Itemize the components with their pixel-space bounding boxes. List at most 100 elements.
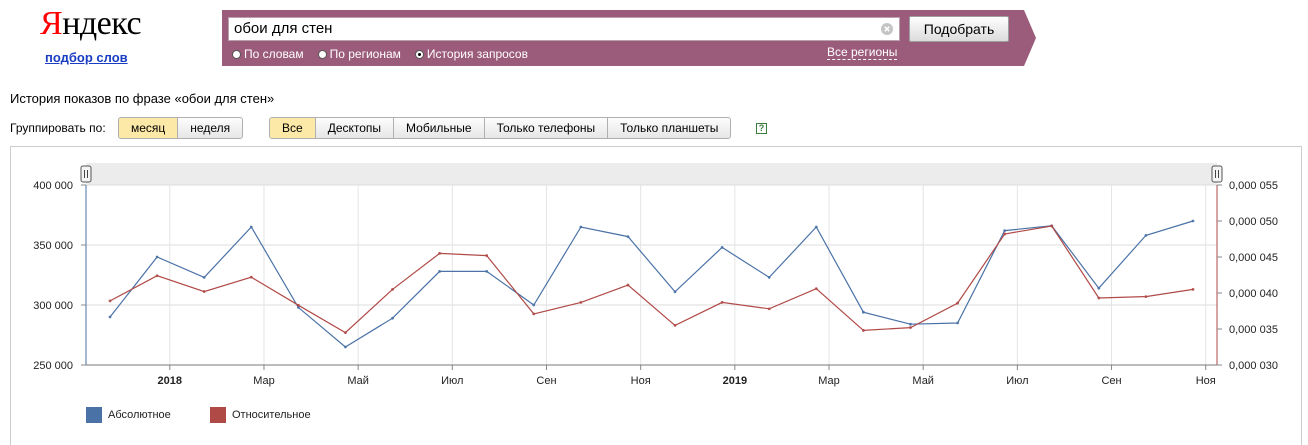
data-point-absolute bbox=[155, 255, 159, 259]
data-point-absolute bbox=[1191, 219, 1195, 223]
data-point-absolute bbox=[1003, 229, 1007, 233]
page-title: История показов по фразе «обои для стен» bbox=[10, 91, 275, 106]
device-mobile-button[interactable]: Мобильные bbox=[394, 117, 485, 139]
x-tick-label: 2018 bbox=[158, 375, 182, 387]
data-point-relative bbox=[249, 275, 253, 279]
clear-icon[interactable] bbox=[881, 23, 893, 35]
data-point-relative bbox=[767, 307, 771, 311]
data-point-relative bbox=[1144, 295, 1148, 298]
group-by-toggle: месяц неделя bbox=[118, 117, 244, 139]
radio-dot bbox=[232, 49, 241, 59]
radio-dot-selected bbox=[414, 49, 424, 59]
search-panel: обои для стен Подобрать По словам По рег… bbox=[222, 10, 1036, 66]
series-line-absolute bbox=[109, 220, 1194, 348]
data-point-absolute bbox=[1097, 286, 1101, 290]
help-icon[interactable]: ? bbox=[756, 123, 767, 134]
y-left-tick-label: 300 000 bbox=[33, 300, 73, 312]
device-phones-button[interactable]: Только телефоны bbox=[484, 117, 609, 139]
data-point-relative bbox=[1050, 224, 1054, 228]
data-point-relative bbox=[909, 326, 912, 329]
data-point-absolute bbox=[673, 290, 677, 294]
device-desktop-button[interactable]: Десктопы bbox=[315, 117, 395, 139]
search-mode-radios: По словам По регионам История запросов bbox=[232, 47, 542, 61]
x-tick-label: Сен bbox=[1101, 375, 1121, 387]
data-point-relative bbox=[626, 283, 630, 287]
navigator-handle-left bbox=[80, 165, 92, 183]
submit-button[interactable]: Подобрать bbox=[909, 16, 1009, 42]
data-point-relative bbox=[1003, 232, 1007, 236]
data-point-absolute bbox=[626, 235, 630, 239]
y-right-tick-label: 0,000 055 bbox=[1229, 180, 1278, 192]
data-point-relative bbox=[485, 254, 489, 257]
data-point-relative bbox=[438, 252, 442, 255]
data-point-relative bbox=[202, 290, 206, 293]
data-point-relative bbox=[532, 312, 536, 316]
data-point-absolute bbox=[391, 316, 394, 320]
data-point-relative bbox=[720, 300, 724, 304]
data-point-absolute bbox=[296, 306, 300, 309]
radio-dot bbox=[317, 49, 327, 59]
x-tick-label: Май bbox=[912, 375, 934, 387]
y-left-tick-label: 400 000 bbox=[33, 180, 73, 192]
radio-by-words[interactable]: По словам bbox=[232, 47, 304, 61]
y-right-tick-label: 0,000 050 bbox=[1229, 216, 1278, 228]
data-point-relative bbox=[673, 324, 677, 327]
data-point-relative bbox=[861, 329, 865, 332]
x-tick-label: Май bbox=[347, 375, 369, 387]
data-point-relative bbox=[1191, 288, 1195, 291]
y-right-tick-label: 0,000 030 bbox=[1229, 360, 1278, 372]
data-point-relative bbox=[155, 274, 159, 278]
navigator-handle-right bbox=[1211, 165, 1223, 183]
data-point-absolute bbox=[532, 303, 536, 307]
wordstat-link[interactable]: подбор слов bbox=[45, 50, 128, 65]
x-tick-label: Сен bbox=[536, 375, 556, 387]
device-all-button[interactable]: Все bbox=[269, 117, 316, 139]
y-right-tick-label: 0,000 040 bbox=[1229, 288, 1278, 300]
data-point-absolute bbox=[767, 276, 771, 279]
legend-swatch-absolute bbox=[86, 407, 102, 423]
data-point-absolute bbox=[249, 225, 253, 229]
x-tick-label: Мар bbox=[253, 375, 275, 387]
y-right-tick-label: 0,000 045 bbox=[1229, 252, 1278, 264]
group-week-button[interactable]: неделя bbox=[178, 117, 244, 139]
data-point-relative bbox=[344, 331, 347, 334]
chart-frame bbox=[10, 146, 1302, 445]
data-point-absolute bbox=[956, 321, 959, 325]
x-tick-label: Мар bbox=[818, 375, 840, 387]
group-month-button[interactable]: месяц bbox=[118, 117, 179, 139]
legend-relative[interactable]: Относительное bbox=[210, 407, 311, 423]
radio-query-history[interactable]: История запросов bbox=[414, 47, 528, 61]
data-point-relative bbox=[1097, 296, 1101, 300]
y-left-tick-label: 350 000 bbox=[33, 240, 73, 252]
navigator-strip bbox=[86, 163, 1217, 185]
data-point-relative bbox=[814, 287, 818, 291]
data-point-absolute bbox=[202, 276, 206, 279]
x-tick-label: Июл bbox=[1006, 375, 1028, 387]
data-point-absolute bbox=[344, 345, 347, 349]
x-tick-label: Ноя bbox=[631, 375, 651, 387]
device-tablets-button[interactable]: Только планшеты bbox=[608, 117, 732, 139]
all-regions-link[interactable]: Все регионы bbox=[827, 45, 898, 60]
x-tick-label: 2019 bbox=[723, 375, 747, 387]
data-point-absolute bbox=[438, 270, 442, 273]
data-point-absolute bbox=[720, 246, 724, 249]
search-input[interactable]: обои для стен bbox=[228, 17, 900, 41]
data-point-relative bbox=[108, 299, 112, 303]
data-point-absolute bbox=[579, 225, 583, 229]
data-point-absolute bbox=[814, 225, 818, 229]
data-point-absolute bbox=[1144, 234, 1148, 237]
radio-by-regions[interactable]: По регионам bbox=[317, 47, 401, 61]
group-by-label: Группировать по: bbox=[10, 121, 106, 135]
y-left-tick-label: 250 000 bbox=[33, 360, 73, 372]
legend-swatch-relative bbox=[210, 407, 226, 423]
device-filter: Все Десктопы Мобильные Только телефоны Т… bbox=[269, 117, 732, 139]
yandex-logo[interactable]: Яндекс bbox=[40, 5, 142, 42]
data-point-absolute bbox=[485, 270, 489, 273]
data-point-absolute bbox=[909, 322, 912, 326]
data-point-absolute bbox=[108, 315, 112, 319]
search-query-text: обои для стен bbox=[234, 20, 333, 37]
legend-absolute[interactable]: Абсолютное bbox=[86, 407, 171, 423]
data-point-absolute bbox=[861, 310, 865, 314]
y-right-tick-label: 0,000 035 bbox=[1229, 324, 1278, 336]
